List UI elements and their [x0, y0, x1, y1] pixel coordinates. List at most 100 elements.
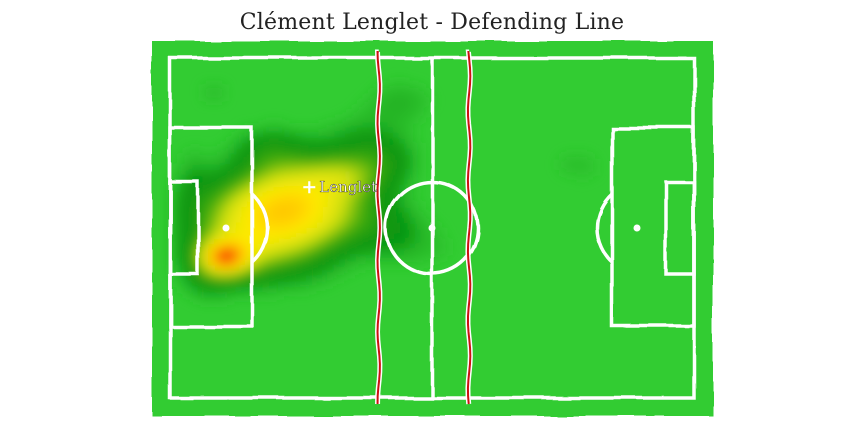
heatmap-cell [399, 95, 406, 102]
heatmap-cell [279, 174, 286, 181]
heatmap-cell [224, 201, 231, 208]
heatmap-cell [399, 153, 406, 160]
heatmap-cell [301, 153, 308, 160]
heatmap-cell [328, 174, 335, 181]
heatmap-cell [273, 174, 280, 181]
heatmap-cell [230, 259, 237, 266]
heatmap-cell [186, 201, 193, 208]
heatmap-cell [186, 169, 193, 176]
heatmap-cell [251, 228, 258, 234]
heatmap-cell [191, 286, 198, 293]
heatmap-cell [371, 121, 379, 128]
heatmap-cell [219, 254, 226, 261]
heatmap-cell [361, 243, 368, 250]
heatmap-cell [355, 127, 362, 133]
heatmap-cell [355, 259, 362, 266]
heatmap-cell [186, 158, 193, 165]
heatmap-cell [230, 275, 237, 282]
heatmap-cell [251, 275, 258, 282]
heatmap-cell [404, 153, 411, 160]
heatmap-cell [180, 228, 187, 234]
heatmap-cell [224, 153, 231, 160]
heatmap-cell [213, 291, 220, 298]
heatmap-cell [219, 243, 226, 250]
heatmap-cell [208, 180, 215, 187]
heatmap-cell [355, 174, 362, 181]
heatmap-cell [306, 265, 313, 272]
heatmap-cell [339, 254, 346, 261]
heatmap-cell [295, 249, 302, 256]
heatmap-cell [279, 196, 286, 203]
heatmap-cell [257, 238, 264, 245]
heatmap-cell [224, 217, 231, 224]
heatmap-cell [295, 270, 302, 277]
heatmap-cell [573, 153, 580, 160]
heatmap-cell [350, 243, 357, 250]
heatmap-cell [191, 281, 198, 288]
heatmap-cell [339, 174, 346, 181]
heatmap-cell [311, 137, 318, 144]
heatmap-cell [328, 132, 335, 139]
heatmap-cell [355, 190, 362, 197]
heatmap-cell [366, 116, 373, 123]
heatmap-cell [344, 201, 351, 208]
heatmap-cell [290, 180, 297, 187]
heatmap-cell [350, 121, 357, 128]
heatmap-cell [421, 254, 428, 261]
heatmap-cell [382, 196, 389, 203]
heatmap-cell [251, 174, 258, 181]
heatmap-cell [224, 265, 231, 272]
player-position-cross [303, 181, 316, 194]
heatmap-cell [208, 212, 215, 218]
heatmap-cell [404, 233, 411, 240]
heatmap-cell [257, 206, 264, 213]
heatmap-cell [568, 169, 575, 176]
heatmap-cell [279, 222, 286, 229]
heatmap-cell [393, 158, 400, 165]
heatmap-cell [388, 153, 395, 160]
heatmap-cell [306, 174, 313, 181]
heatmap-cell [333, 196, 340, 203]
heatmap-cell [590, 164, 597, 171]
heatmap-cell [246, 249, 253, 256]
heatmap-cell [371, 212, 379, 218]
heatmap-cell [350, 254, 357, 261]
heatmap-cell [301, 228, 308, 234]
heatmap-cell [219, 95, 226, 102]
heatmap-cell [170, 254, 177, 261]
heatmap-cell [404, 217, 411, 224]
heatmap-cell [284, 132, 291, 139]
heatmap-cell [251, 212, 258, 218]
heatmap-cell [328, 190, 335, 197]
heatmap-cell [295, 233, 302, 240]
heatmap-cell [273, 270, 280, 277]
heatmap-cell [404, 174, 411, 181]
defending-line [376, 51, 381, 405]
heatmap-cell [410, 233, 417, 240]
heatmap-cell [563, 153, 570, 160]
heatmap-cell [410, 217, 417, 224]
heatmap-cell [219, 286, 226, 293]
heatmap-cell [404, 121, 411, 128]
heatmap-cell [426, 100, 433, 107]
heatmap-cell [290, 169, 297, 176]
heatmap-cell [415, 238, 422, 245]
heatmap-cell [279, 153, 286, 160]
heatmap-cell [262, 275, 269, 282]
heatmap-cell [311, 180, 318, 187]
heatmap-cell [426, 238, 433, 245]
heatmap-cell [361, 153, 368, 160]
heatmap-cell [306, 132, 313, 139]
heatmap-cell [230, 169, 237, 176]
heatmap-cell [311, 153, 318, 160]
heatmap-cell [404, 238, 411, 245]
heatmap-cell [290, 196, 297, 203]
heatmap-cell [268, 201, 275, 208]
heatmap-cell [361, 228, 368, 234]
heatmap-cell [197, 169, 204, 176]
heatmap-cell [279, 265, 286, 272]
heatmap-cell [262, 254, 269, 261]
heatmap-cell [361, 137, 368, 144]
heatmap-cell [590, 158, 597, 165]
heatmap-cell [257, 281, 264, 288]
